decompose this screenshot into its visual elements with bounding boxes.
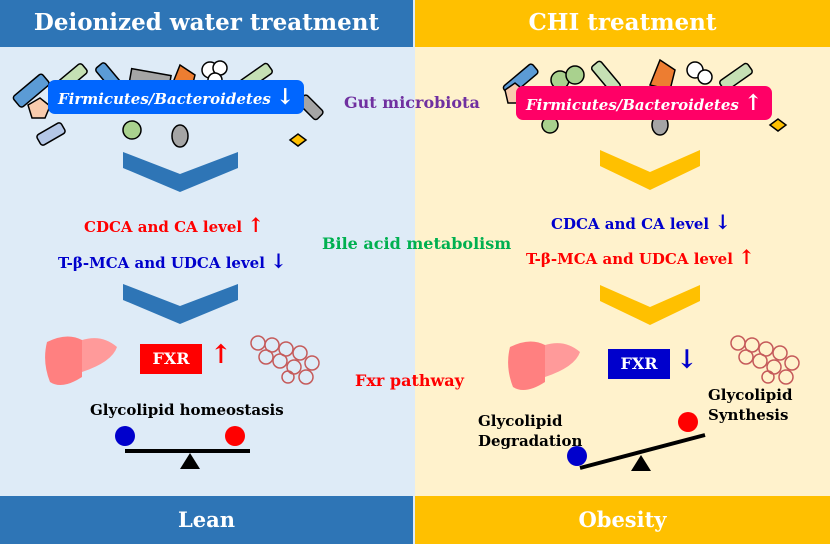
chevron-down-icon [600, 150, 700, 190]
right-header: CHI treatment [415, 0, 830, 47]
gut-microbiota-label: Gut microbiota [344, 93, 480, 112]
adipose-tissue-icon [250, 335, 320, 385]
synthesis-label: Glycolipid Synthesis [708, 385, 798, 425]
ratio-label: Firmicutes/Bacteroidetes [526, 96, 739, 114]
liver-icon [508, 341, 580, 391]
synthesis-text: Glycolipid Synthesis [708, 386, 793, 424]
up-arrow-icon: ↑ [210, 340, 232, 370]
down-arrow-icon: ↓ [714, 210, 732, 234]
left-header: Deionized water treatment [0, 0, 413, 47]
bile-text: CDCA and CA level [551, 215, 710, 233]
chevron-down-icon [123, 152, 238, 192]
down-arrow-icon: ↓ [270, 249, 287, 273]
bile-text: T-β-MCA and UDCA level [58, 254, 265, 272]
left-bile-1: CDCA and CA level ↑ [84, 213, 264, 237]
adipose-tissue-icon [730, 335, 800, 385]
bile-acid-label: Bile acid metabolism [322, 234, 512, 253]
left-bile-2: T-β-MCA and UDCA level ↓ [58, 249, 287, 273]
down-arrow-icon: ↓ [676, 345, 698, 375]
right-ratio-badge: Firmicutes/Bacteroidetes ↑ [516, 86, 773, 120]
degradation-label: Glycolipid Degradation [478, 411, 588, 451]
ratio-label: Firmicutes/Bacteroidetes [58, 90, 271, 108]
bacteria-illustration-right [502, 58, 788, 136]
left-fxr-box: FXR [140, 344, 202, 374]
balanced-seesaw-icon [115, 426, 250, 469]
right-footer: Obesity [415, 496, 830, 544]
bile-text: T-β-MCA and UDCA level [526, 250, 733, 268]
fxr-pathway-label: Fxr pathway [355, 371, 464, 390]
down-arrow-icon: ↓ [276, 84, 295, 110]
liver-icon [45, 336, 117, 386]
up-arrow-icon: ↑ [247, 213, 265, 237]
degradation-text: Glycolipid Degradation [478, 412, 583, 450]
up-arrow-icon: ↑ [744, 90, 763, 116]
right-fxr-box: FXR [608, 349, 670, 379]
chevron-down-icon [600, 285, 700, 325]
bile-text: CDCA and CA level [84, 218, 243, 236]
left-ratio-badge: Firmicutes/Bacteroidetes ↓ [48, 80, 305, 114]
up-arrow-icon: ↑ [738, 245, 755, 269]
chevron-down-icon [123, 284, 238, 324]
right-bile-2: T-β-MCA and UDCA level ↑ [526, 245, 755, 269]
left-footer: Lean [0, 496, 413, 544]
homeostasis-label: Glycolipid homeostasis [90, 401, 284, 419]
tilted-seesaw-icon [567, 412, 706, 471]
right-bile-1: CDCA and CA level ↓ [551, 210, 731, 234]
